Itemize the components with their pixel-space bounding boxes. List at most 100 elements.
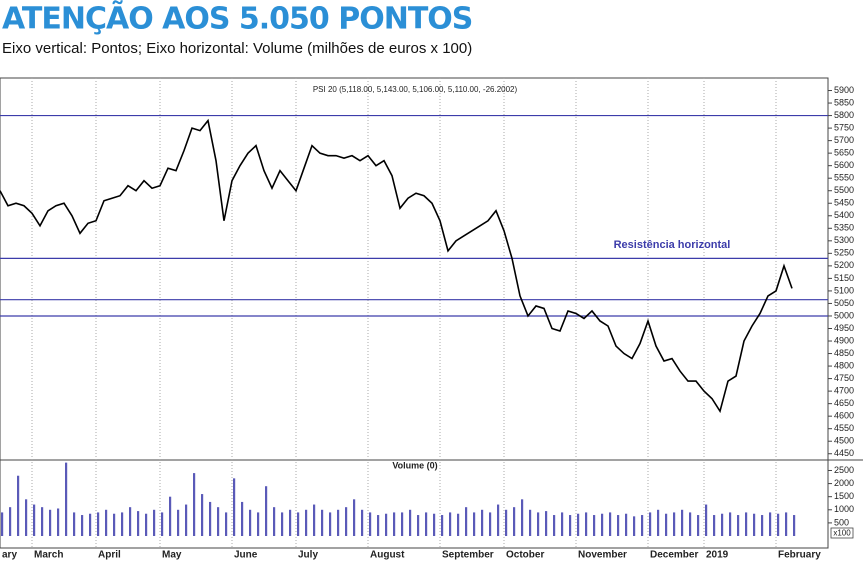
volume-bar — [385, 513, 388, 536]
y-tick-label: 5200 — [834, 260, 854, 270]
y-tick-label: 5050 — [834, 298, 854, 308]
volume-bar — [97, 512, 100, 536]
volume-bar — [297, 512, 300, 536]
volume-bar — [377, 515, 380, 536]
volume-bar — [537, 512, 540, 536]
volume-bar — [241, 501, 244, 536]
volume-bar — [233, 478, 236, 536]
volume-bar — [145, 513, 148, 536]
y-tick-label: 4850 — [834, 348, 854, 358]
volume-bar — [17, 475, 20, 536]
chart-subtitle: Eixo vertical: Pontos; Eixo horizontal: … — [2, 40, 472, 57]
volume-bar — [137, 511, 140, 536]
volume-bar — [745, 512, 748, 536]
volume-bar — [329, 512, 332, 536]
y-tick-label: 4750 — [834, 373, 854, 383]
volume-bar — [393, 512, 396, 536]
x-tick-label: February — [778, 550, 821, 561]
volume-bar — [737, 515, 740, 536]
y-tick-label: 5350 — [834, 223, 854, 233]
volume-bar — [89, 513, 92, 536]
volume-bar — [209, 501, 212, 536]
y-tick-label: 4900 — [834, 335, 854, 345]
volume-bar — [121, 512, 124, 536]
y-tick-label: 500 — [834, 517, 849, 527]
volume-bar — [489, 512, 492, 536]
y-tick-label: 5000 — [834, 310, 854, 320]
y-tick-label: 4700 — [834, 385, 854, 395]
unit-box — [830, 527, 854, 539]
volume-bar — [425, 512, 428, 536]
volume-bar — [1, 512, 4, 536]
volume-bar — [457, 513, 460, 536]
volume-bar — [153, 509, 156, 536]
volume-bar — [721, 513, 724, 536]
y-tick-label: 4600 — [834, 411, 854, 421]
y-tick-label: 5700 — [834, 135, 854, 145]
x-tick-label: September — [442, 550, 494, 561]
x-tick-label: December — [650, 550, 698, 561]
volume-bar — [345, 507, 348, 536]
volume-bar — [697, 515, 700, 536]
panel-title: Volume (0) — [392, 460, 437, 470]
volume-bar — [641, 515, 644, 536]
volume-bar — [505, 509, 508, 536]
volume-bar — [705, 504, 708, 536]
y-tick-label: 4650 — [834, 398, 854, 408]
volume-bar — [793, 515, 796, 536]
y-tick-label: 1000 — [834, 504, 854, 514]
volume-bar — [417, 515, 420, 536]
volume-bar — [473, 512, 476, 536]
volume-bar — [409, 509, 412, 536]
volume-bar — [129, 507, 132, 536]
volume-bar — [545, 511, 548, 536]
volume-bar — [281, 512, 284, 536]
volume-bar — [529, 509, 532, 536]
volume-bar — [753, 513, 756, 536]
volume-bar — [177, 509, 180, 536]
x-tick-label: April — [98, 550, 121, 561]
volume-bar — [497, 504, 500, 536]
volume-bar — [601, 513, 604, 536]
unit-label: x100 — [833, 529, 851, 538]
volume-bar — [553, 515, 556, 536]
y-tick-label: 5850 — [834, 97, 854, 107]
volume-bar — [249, 509, 252, 536]
volume-bar — [657, 509, 660, 536]
volume-bar — [729, 512, 732, 536]
y-tick-label: 5600 — [834, 160, 854, 170]
volume-bar — [185, 504, 188, 536]
volume-bar — [41, 507, 44, 536]
volume-bar — [201, 494, 204, 536]
volume-bar — [193, 473, 196, 536]
y-tick-label: 2000 — [834, 478, 854, 488]
y-tick-label: 5750 — [834, 122, 854, 132]
volume-bar — [625, 513, 628, 536]
volume-bar — [337, 509, 340, 536]
volume-bar — [321, 509, 324, 536]
y-tick-label: 5300 — [834, 235, 854, 245]
volume-bar — [449, 512, 452, 536]
panel-title: PSI 20 (5,118.00, 5,143.00, 5,106.00, 5,… — [313, 85, 518, 94]
x-tick-label: July — [298, 550, 318, 561]
y-tick-label: 5800 — [834, 110, 854, 120]
volume-bar — [633, 516, 636, 536]
x-tick-label: ary — [2, 550, 17, 561]
y-tick-label: 2500 — [834, 465, 854, 475]
price-line — [0, 118, 793, 414]
y-tick-label: 4950 — [834, 323, 854, 333]
volume-bar — [673, 512, 676, 536]
y-tick-label: 5550 — [834, 173, 854, 183]
volume-bar — [609, 512, 612, 536]
volume-bar — [521, 499, 524, 536]
volume-bar — [689, 512, 692, 536]
chart-title: ATENÇÃO AOS 5.050 PONTOS — [2, 0, 472, 37]
volume-bar — [225, 512, 228, 536]
volume-bar — [105, 509, 108, 536]
volume-bar — [665, 513, 668, 536]
volume-bar — [577, 513, 580, 536]
volume-bar — [73, 512, 76, 536]
x-tick-label: May — [162, 550, 182, 561]
volume-bar — [713, 515, 716, 536]
